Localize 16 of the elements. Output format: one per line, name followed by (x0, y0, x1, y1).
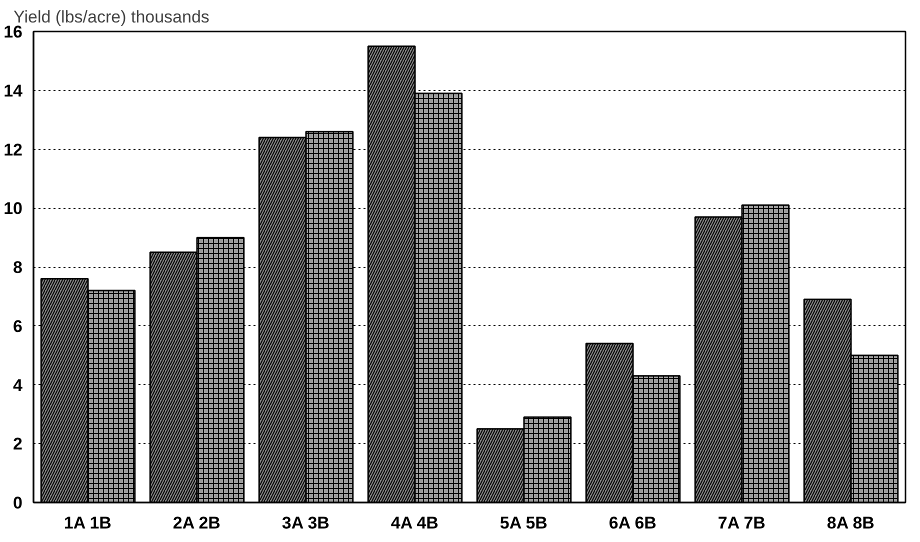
y-tick-label: 14 (4, 81, 24, 100)
y-tick-label: 4 (13, 376, 24, 395)
y-tick-label: 6 (13, 316, 23, 336)
y-tick-label: 10 (4, 199, 23, 218)
x-tick-label: 7A 7B (718, 514, 766, 532)
x-tick-label: 1A 1B (64, 514, 112, 532)
x-tick-label: 4A 4B (390, 514, 438, 532)
x-tick-label: 6A 6B (608, 514, 656, 532)
y-tick-label: 2 (13, 434, 23, 454)
y-tick-label: 12 (4, 140, 23, 160)
x-tick-label: 8A 8B (826, 514, 874, 532)
x-tick-label: 5A 5B (500, 514, 548, 532)
x-tick-label: 3A 3B (282, 514, 330, 532)
x-tick-label: 2A 2B (172, 514, 220, 532)
y-tick-label: 8 (13, 258, 23, 277)
y-tick-label: 0 (13, 494, 23, 512)
